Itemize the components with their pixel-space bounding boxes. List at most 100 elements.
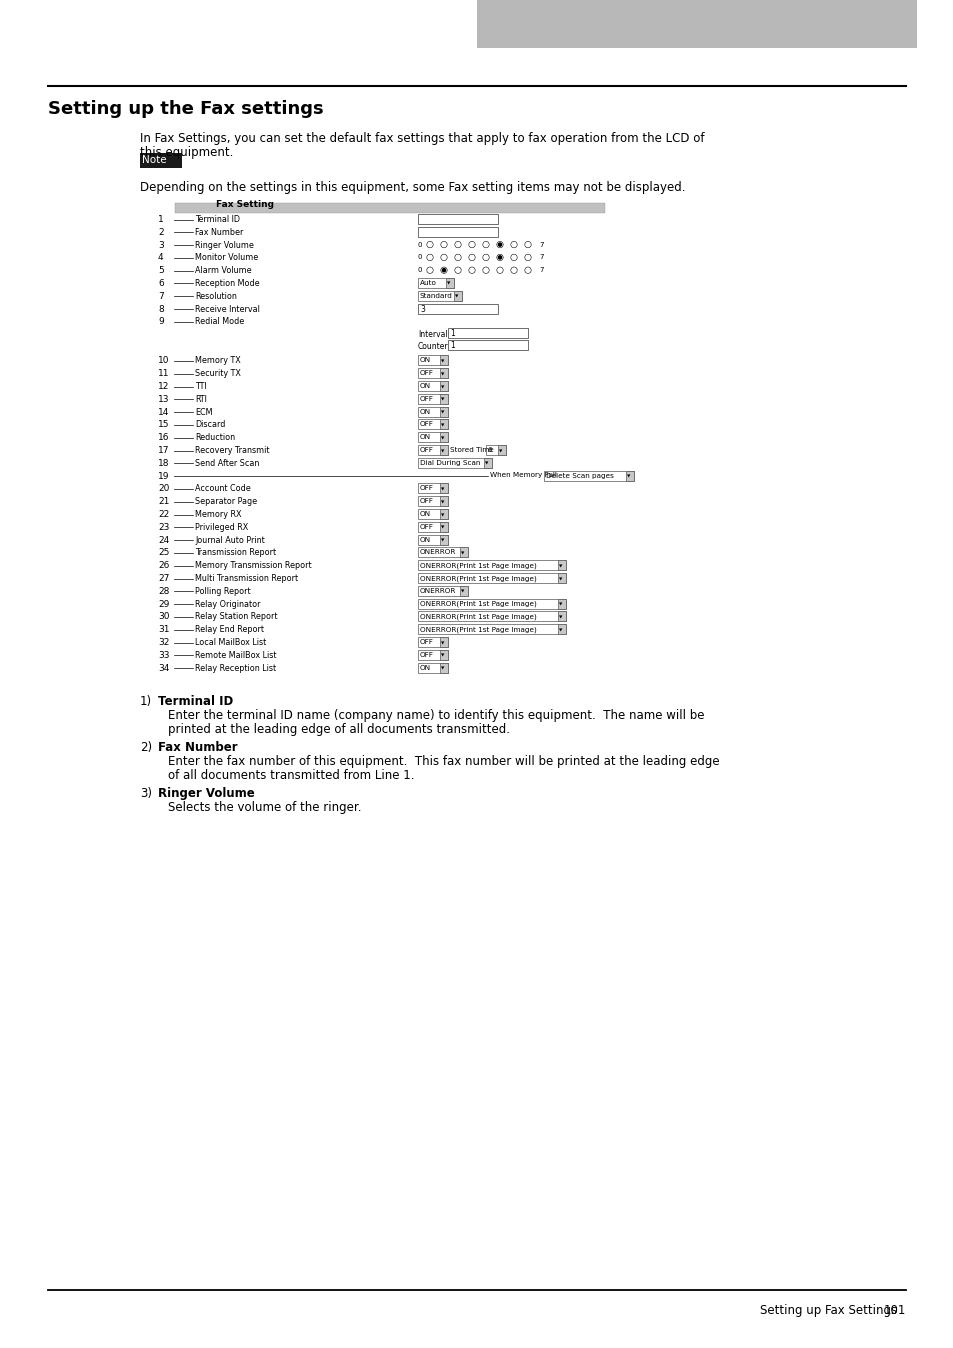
Circle shape: [455, 255, 460, 260]
Text: ▼: ▼: [440, 500, 444, 504]
Circle shape: [468, 255, 475, 260]
Text: 13: 13: [158, 395, 170, 404]
Text: ▼: ▼: [460, 590, 464, 594]
Circle shape: [482, 241, 489, 248]
Text: 14: 14: [158, 407, 170, 417]
Circle shape: [442, 268, 445, 272]
Circle shape: [524, 255, 531, 260]
Bar: [417, 368, 448, 379]
Text: 4: 4: [158, 253, 164, 263]
Text: ▼: ▼: [558, 616, 561, 620]
Text: 12: 12: [158, 381, 170, 391]
Bar: [459, 547, 468, 558]
Bar: [417, 573, 565, 584]
Text: ONERROR: ONERROR: [419, 588, 456, 594]
Text: 6: 6: [488, 448, 492, 453]
Text: 11: 11: [158, 369, 170, 379]
Circle shape: [524, 267, 531, 274]
Text: 33: 33: [158, 651, 170, 659]
Text: ▼: ▼: [440, 526, 444, 530]
Bar: [625, 470, 634, 481]
Bar: [483, 458, 492, 468]
Text: OFF: OFF: [419, 652, 434, 658]
Text: Reduction: Reduction: [194, 433, 234, 442]
Text: 10: 10: [158, 356, 170, 365]
Text: OFF: OFF: [419, 371, 434, 376]
Text: 20: 20: [158, 484, 170, 493]
Circle shape: [440, 255, 447, 260]
Bar: [417, 226, 497, 237]
Text: Transmission Report: Transmission Report: [194, 549, 275, 558]
Circle shape: [440, 241, 447, 248]
Text: Standard: Standard: [419, 293, 453, 299]
Bar: [417, 356, 448, 365]
Text: ▼: ▼: [558, 603, 561, 607]
Bar: [439, 510, 448, 519]
Circle shape: [468, 241, 475, 248]
Bar: [417, 650, 448, 659]
Text: ▼: ▼: [558, 628, 561, 632]
Text: Relay Originator: Relay Originator: [194, 600, 260, 609]
Bar: [439, 433, 448, 442]
Text: ▼: ▼: [558, 577, 561, 581]
Text: this equipment.: this equipment.: [140, 146, 233, 159]
Text: Setting up the Fax settings: Setting up the Fax settings: [48, 100, 323, 119]
Text: Journal Auto Print: Journal Auto Print: [194, 535, 265, 545]
Text: ONERROR(Print 1st Page Image): ONERROR(Print 1st Page Image): [419, 562, 537, 569]
Text: ▼: ▼: [440, 398, 444, 402]
Text: 19: 19: [158, 472, 170, 481]
Text: ▼: ▼: [440, 667, 444, 671]
Text: Memory RX: Memory RX: [194, 510, 241, 519]
Bar: [417, 561, 565, 570]
Text: 9: 9: [158, 317, 164, 326]
Bar: [448, 328, 527, 338]
Text: Relay Reception List: Relay Reception List: [194, 663, 275, 673]
Bar: [417, 599, 565, 609]
Text: printed at the leading edge of all documents transmitted.: printed at the leading edge of all docum…: [168, 724, 510, 736]
Text: 1: 1: [450, 329, 455, 338]
Text: Dial During Scan: Dial During Scan: [419, 460, 480, 466]
Text: Fax Number: Fax Number: [194, 228, 243, 237]
Text: Selects the volume of the ringer.: Selects the volume of the ringer.: [168, 802, 361, 814]
Text: 8: 8: [158, 305, 164, 314]
Text: 3: 3: [158, 240, 164, 249]
Text: 7: 7: [538, 255, 543, 260]
Circle shape: [468, 267, 475, 274]
Text: ONERROR(Print 1st Page Image): ONERROR(Print 1st Page Image): [419, 601, 537, 607]
Text: ONERROR(Print 1st Page Image): ONERROR(Print 1st Page Image): [419, 576, 537, 581]
Bar: [439, 381, 448, 391]
Text: Multi Transmission Report: Multi Transmission Report: [194, 574, 297, 584]
Bar: [558, 561, 565, 570]
Circle shape: [440, 267, 447, 274]
Text: 15: 15: [158, 421, 170, 430]
Bar: [417, 381, 448, 391]
Bar: [448, 340, 527, 350]
Text: 2: 2: [158, 228, 164, 237]
Text: Terminal ID: Terminal ID: [158, 696, 233, 709]
Text: OFF: OFF: [419, 499, 434, 504]
Text: 1): 1): [140, 696, 152, 709]
Text: 29: 29: [158, 600, 170, 609]
Text: Alarm Volume: Alarm Volume: [194, 266, 252, 275]
Text: 32: 32: [158, 638, 170, 647]
Text: Enter the fax number of this equipment.  This fax number will be printed at the : Enter the fax number of this equipment. …: [168, 755, 719, 768]
Circle shape: [497, 243, 501, 247]
Bar: [439, 663, 448, 673]
Text: 34: 34: [158, 663, 170, 673]
Text: 22: 22: [158, 510, 169, 519]
Text: 7: 7: [538, 267, 543, 274]
Text: ONERROR(Print 1st Page Image): ONERROR(Print 1st Page Image): [419, 613, 537, 620]
Circle shape: [497, 256, 501, 259]
Bar: [417, 278, 454, 288]
Bar: [439, 535, 448, 545]
Text: Discard: Discard: [194, 421, 225, 430]
Text: ECM: ECM: [194, 407, 213, 417]
Text: RTI: RTI: [194, 395, 207, 404]
Text: OFF: OFF: [419, 639, 434, 646]
Text: Recovery Transmit: Recovery Transmit: [194, 446, 269, 456]
Text: ON: ON: [419, 408, 431, 415]
Text: 31: 31: [158, 625, 170, 635]
Bar: [446, 278, 454, 288]
Bar: [558, 573, 565, 584]
Bar: [476, 0, 916, 49]
